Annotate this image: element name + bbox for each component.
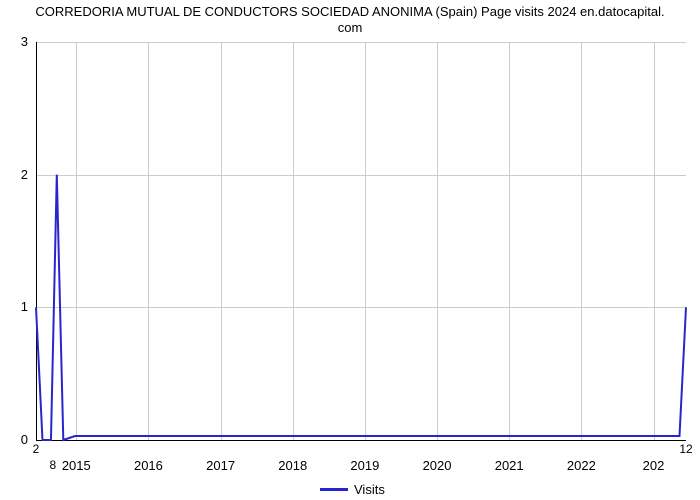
chart-container: { "chart": { "type": "line", "title_line… [0, 0, 700, 500]
y-tick-label: 1 [8, 299, 28, 314]
y-tick-label: 3 [8, 34, 28, 49]
x-tick-label: 2018 [268, 458, 318, 473]
x-sub-min: 2 [26, 442, 46, 456]
x-tick-label: 2016 [123, 458, 173, 473]
chart-title-line2: com [0, 20, 700, 35]
x-tick-label: 2021 [484, 458, 534, 473]
x-tick-label: 2019 [340, 458, 390, 473]
x-axis-line [36, 440, 686, 441]
x-tick-label: 2017 [196, 458, 246, 473]
x-tick-label: 2020 [412, 458, 462, 473]
y-tick-label: 2 [8, 167, 28, 182]
chart-title-line1: CORREDORIA MUTUAL DE CONDUCTORS SOCIEDAD… [0, 4, 700, 19]
x-tick-label: 2022 [556, 458, 606, 473]
y-tick-label: 0 [8, 432, 28, 447]
legend-swatch [320, 488, 348, 491]
x-sub-under: 8 [43, 458, 63, 472]
legend: Visits [320, 482, 385, 497]
x-tick-label: 202 [629, 458, 679, 473]
legend-label: Visits [354, 482, 385, 497]
series-line [36, 42, 686, 440]
x-sub-max: 12 [676, 442, 696, 456]
